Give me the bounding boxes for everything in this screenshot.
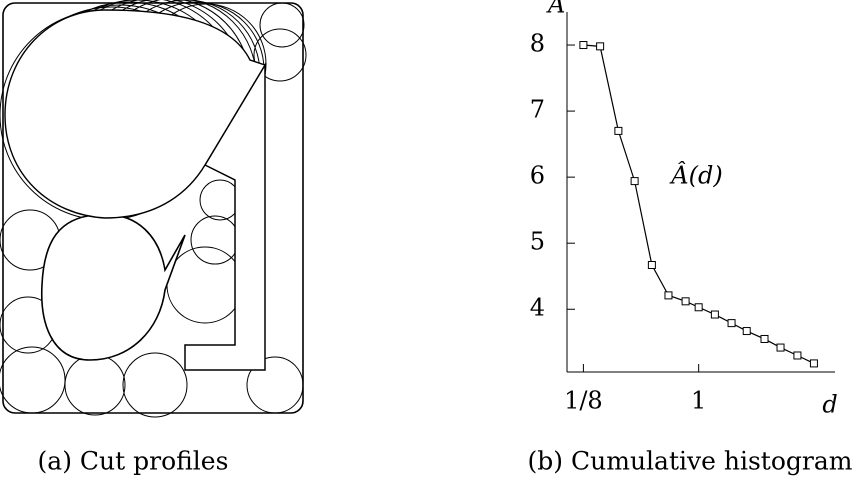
marker [760,334,769,343]
marker [630,177,639,186]
marker [776,343,785,352]
caption: (b) Cumulative histogram [528,447,853,476]
marker [681,297,690,306]
y-tick-label: 7 [530,96,545,124]
marker [727,319,736,328]
marker [742,327,751,336]
caption: (a) Cut profiles [38,447,229,476]
marker [596,42,605,51]
marker [793,351,802,360]
marker [579,41,588,50]
y-tick-label: 4 [530,294,545,322]
y-tick-label: 8 [530,30,545,58]
marker [664,291,673,300]
marker [694,303,703,312]
x-tick-label: 1/8 [564,387,603,415]
marker [809,359,818,368]
x-tick-label: 1 [691,387,706,415]
marker [710,310,719,319]
annotation: Â(d) [669,161,722,190]
y-axis-label: A [546,0,565,19]
y-tick-label: 6 [530,162,545,190]
x-axis-label: d [822,391,837,419]
y-tick-label: 5 [530,228,545,256]
cut-profiles-diagram [0,0,307,418]
line [583,44,815,364]
marker [647,260,656,269]
marker [614,126,623,135]
